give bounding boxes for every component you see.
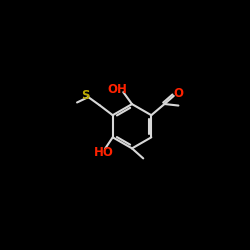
Text: O: O (173, 87, 183, 100)
Text: HO: HO (94, 146, 113, 159)
Text: S: S (82, 89, 90, 102)
Text: OH: OH (107, 83, 127, 96)
